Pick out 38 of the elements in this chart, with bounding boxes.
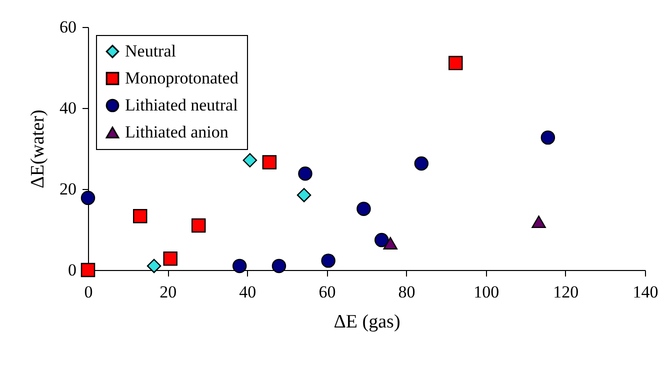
x-tick-label: 80	[398, 282, 416, 302]
point	[232, 258, 247, 274]
x-tick-label: 20	[160, 282, 177, 302]
x-tick-label: 100	[474, 282, 500, 302]
y-tick-label: 60	[60, 18, 76, 36]
point	[374, 232, 389, 248]
x-tick-label: 140	[632, 282, 658, 302]
point	[262, 155, 277, 170]
point	[272, 258, 286, 274]
point	[296, 188, 312, 202]
x-tick-label: 120	[553, 282, 579, 302]
point	[356, 202, 371, 216]
point	[414, 156, 429, 171]
legend-label: Neutral	[125, 42, 176, 60]
legend-label: Monoprotonated	[125, 68, 239, 88]
point	[242, 153, 258, 168]
point	[532, 216, 546, 228]
y-tick-label: 40	[60, 98, 76, 118]
point	[146, 258, 162, 274]
point	[383, 237, 398, 250]
point	[163, 252, 178, 266]
legend-label: Lithiated neutral	[125, 96, 238, 114]
legend-label: Lithiated anion	[125, 122, 229, 142]
point	[80, 262, 96, 278]
x-tick-label: 0	[84, 282, 93, 302]
point	[298, 166, 312, 181]
x-tick-label: 60	[318, 282, 336, 302]
point	[321, 254, 336, 268]
point	[540, 130, 556, 145]
point	[448, 56, 463, 70]
y-tick-label: 0	[68, 260, 76, 280]
y-axis-title: ΔE(water)	[28, 110, 48, 188]
y-tick-label: 20	[60, 180, 76, 198]
point	[133, 209, 148, 224]
x-tick-label: 40	[239, 282, 256, 302]
x-axis-title: ΔE (gas)	[334, 312, 400, 332]
point	[80, 190, 96, 206]
point	[191, 218, 206, 233]
